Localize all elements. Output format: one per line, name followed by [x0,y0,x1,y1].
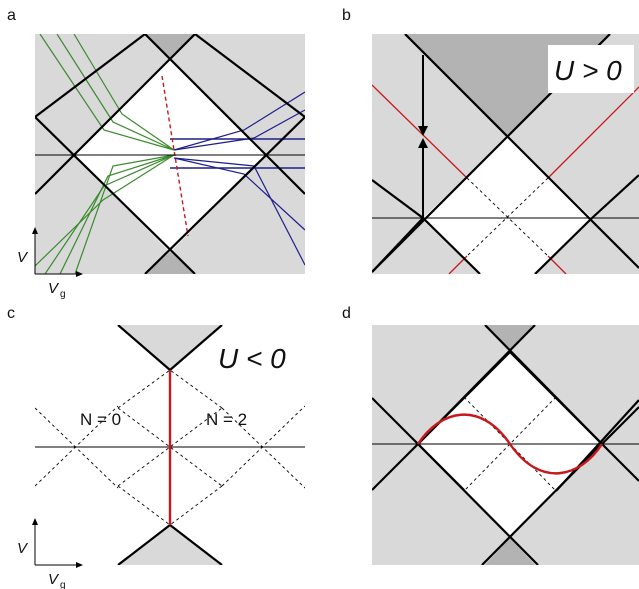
top-gray-triangle [118,325,222,370]
condition-label-bg [548,45,634,93]
n0-label: N = 0 [80,410,121,429]
panel-b-letter: b [342,7,351,24]
panel-a-axes-indicator: V V g [17,227,83,300]
top-dark-triangle [145,34,195,58]
panel-c: c [7,305,305,589]
panel-c-axes-indicator: V V g [17,518,83,589]
panel-a-letter: a [7,7,16,24]
bottom-dark-triangle [145,252,195,274]
panel-a: a [7,7,305,300]
panel-d: d [342,305,639,565]
vg-axis-subscript: g [60,289,66,300]
panel-d-letter: d [342,305,351,322]
panel-b: b [342,7,639,274]
v-axis-label: V [17,540,29,557]
diamond-edges [117,325,223,565]
vg-axis-subscript: g [60,580,66,589]
condition-label: U < 0 [218,343,286,374]
dashed-lines [463,396,557,492]
v-axis-label: V [17,249,29,266]
red-dashed-line [161,75,189,237]
blockade-diamond [423,138,592,274]
dashed-lines [35,369,305,526]
bottom-dark-triangle [485,538,535,565]
arrow-up-icon [418,138,428,148]
dashed-lines [466,177,549,257]
arrow-down-icon [418,126,428,136]
n2-label: N = 2 [206,410,247,429]
vg-axis-label: V [48,571,60,588]
red-sine-curve [416,413,604,475]
arrows [418,55,428,218]
panel-c-letter: c [7,305,15,322]
blue-transition-lines [170,91,305,266]
condition-label: U > 0 [554,55,622,86]
top-dark-triangle [485,325,535,350]
bottom-gray-triangle [118,525,222,565]
vg-axis-label: V [48,280,60,297]
diamond-edges [35,34,305,274]
condition-label-bg [215,338,301,378]
